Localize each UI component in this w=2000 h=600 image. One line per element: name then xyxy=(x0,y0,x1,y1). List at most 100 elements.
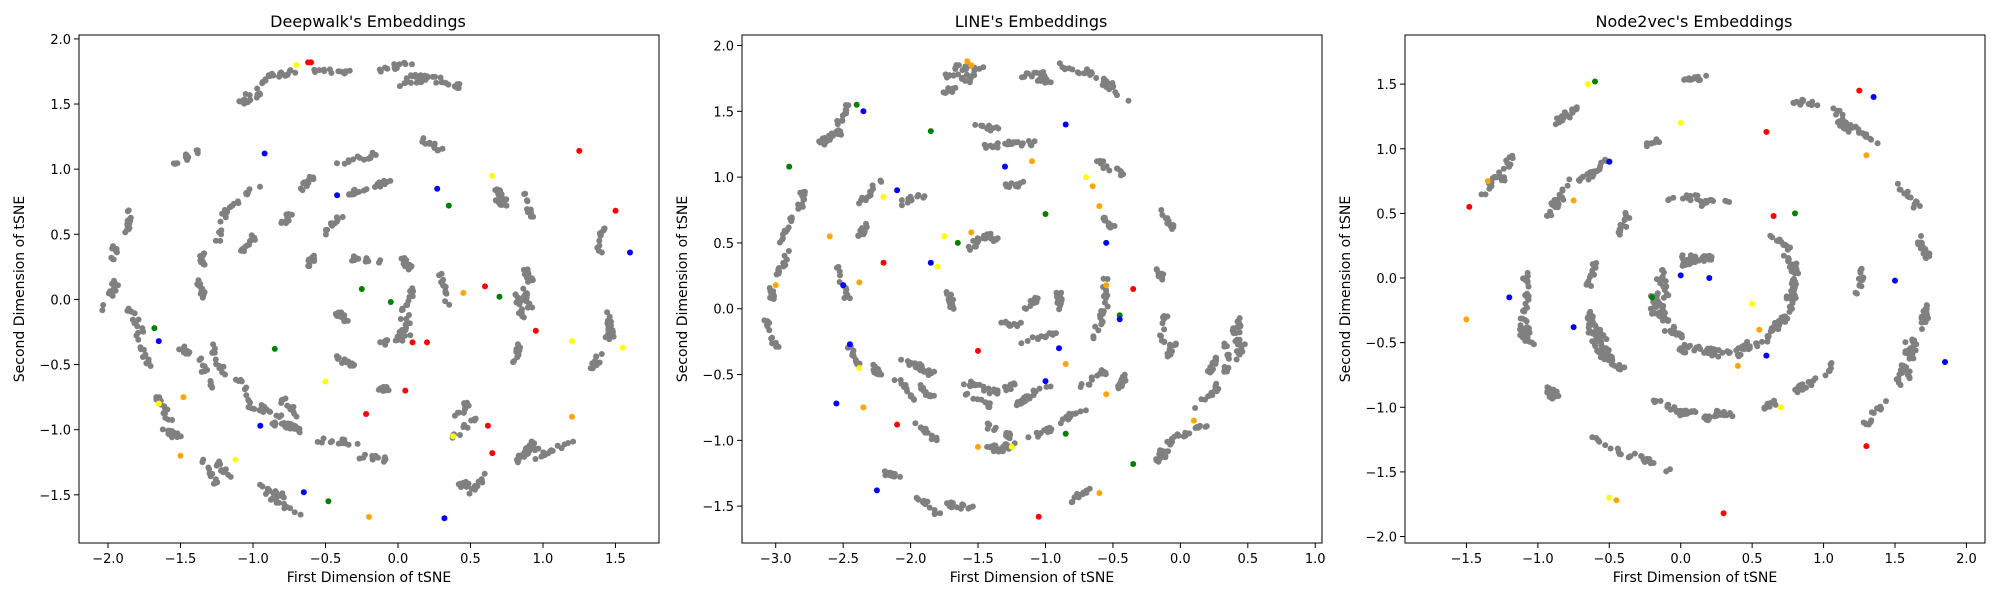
data-point xyxy=(312,69,318,75)
data-point xyxy=(127,308,134,315)
data-point xyxy=(965,243,972,250)
highlight-point xyxy=(180,394,187,401)
y-tick-label: 0.0 xyxy=(1376,272,1397,287)
data-point xyxy=(219,369,226,376)
data-point xyxy=(1602,442,1609,449)
data-point xyxy=(1916,203,1923,209)
data-point xyxy=(1077,384,1084,390)
highlight-point xyxy=(496,293,503,300)
data-point xyxy=(396,83,403,90)
data-point xyxy=(593,353,600,360)
data-point xyxy=(1753,340,1759,347)
data-point xyxy=(915,192,922,198)
highlight-point xyxy=(873,487,880,494)
data-point xyxy=(1592,264,1599,271)
y-axis-label: Second Dimension of tSNE xyxy=(12,196,28,382)
data-point xyxy=(1566,176,1573,183)
data-point xyxy=(1682,349,1689,356)
data-point xyxy=(531,444,538,451)
data-point xyxy=(921,193,928,200)
data-point xyxy=(957,505,964,512)
data-point xyxy=(1589,330,1596,337)
data-point xyxy=(1734,351,1741,358)
data-point xyxy=(170,160,177,167)
data-point xyxy=(1923,307,1930,314)
data-point xyxy=(1667,406,1674,413)
x-tick-label: 1.5 xyxy=(605,552,626,567)
data-point xyxy=(1903,364,1910,371)
chart-title: Deepwalk's Embeddings xyxy=(270,12,466,31)
data-point xyxy=(165,416,172,423)
data-point xyxy=(1697,346,1704,352)
data-point xyxy=(1769,234,1776,241)
data-point xyxy=(516,301,523,308)
data-point xyxy=(1049,330,1056,337)
data-point xyxy=(1088,70,1095,77)
data-point xyxy=(403,75,410,82)
data-point xyxy=(520,285,527,292)
data-point xyxy=(407,332,414,339)
data-point xyxy=(396,328,403,335)
data-point xyxy=(1057,420,1064,427)
data-point xyxy=(283,220,289,227)
data-point xyxy=(1780,252,1787,259)
data-point xyxy=(1910,204,1917,211)
data-point xyxy=(962,63,969,70)
data-point xyxy=(436,272,443,279)
data-point xyxy=(945,85,952,92)
data-point xyxy=(1883,398,1889,405)
data-point xyxy=(1660,302,1667,309)
data-point xyxy=(1598,159,1605,166)
data-point xyxy=(238,247,244,254)
data-point xyxy=(394,333,401,340)
data-point xyxy=(1104,80,1111,87)
data-point xyxy=(515,351,522,357)
data-point xyxy=(1097,157,1103,164)
data-point xyxy=(1482,191,1489,198)
highlight-point xyxy=(840,282,847,289)
data-point xyxy=(541,452,548,459)
data-point xyxy=(376,179,383,186)
data-point xyxy=(960,381,967,388)
data-point xyxy=(515,456,522,463)
y-tick-label: 0.0 xyxy=(713,303,734,318)
data-point xyxy=(1918,233,1924,239)
data-point xyxy=(1702,413,1709,420)
data-point xyxy=(1840,125,1847,132)
data-point xyxy=(363,255,370,262)
data-point xyxy=(1597,354,1604,361)
data-point xyxy=(454,84,461,91)
data-point xyxy=(256,407,263,414)
data-point xyxy=(944,500,951,507)
data-point xyxy=(1902,339,1909,346)
data-point xyxy=(241,386,248,393)
data-point xyxy=(393,65,400,72)
x-tick-label: −1.0 xyxy=(1522,552,1554,567)
data-point xyxy=(526,442,533,449)
data-point xyxy=(978,396,985,403)
data-point xyxy=(262,76,269,83)
data-point xyxy=(1028,73,1035,80)
data-point xyxy=(850,353,857,360)
data-point xyxy=(140,328,147,335)
data-point xyxy=(1023,305,1030,312)
highlight-point xyxy=(409,339,416,346)
data-point xyxy=(1671,324,1678,331)
x-axis-ticks: −2.0 −1.5 −1.0 −0.5 0.0 0.5 1.0 1.5 xyxy=(92,543,626,567)
data-point xyxy=(817,139,824,146)
y-tick-label: −2.0 xyxy=(1365,531,1397,546)
data-point xyxy=(933,434,940,441)
data-point xyxy=(1681,76,1688,83)
data-point xyxy=(1159,276,1166,283)
data-point xyxy=(268,72,275,79)
data-point xyxy=(955,62,962,69)
data-point xyxy=(931,507,938,513)
x-tick-label: 0.5 xyxy=(460,552,481,567)
data-point xyxy=(991,427,998,434)
data-point xyxy=(135,329,142,336)
plot-frame xyxy=(1404,34,1986,544)
data-point xyxy=(1054,292,1061,298)
highlight-point xyxy=(358,286,365,292)
data-point xyxy=(937,510,944,517)
data-point xyxy=(1162,215,1169,222)
